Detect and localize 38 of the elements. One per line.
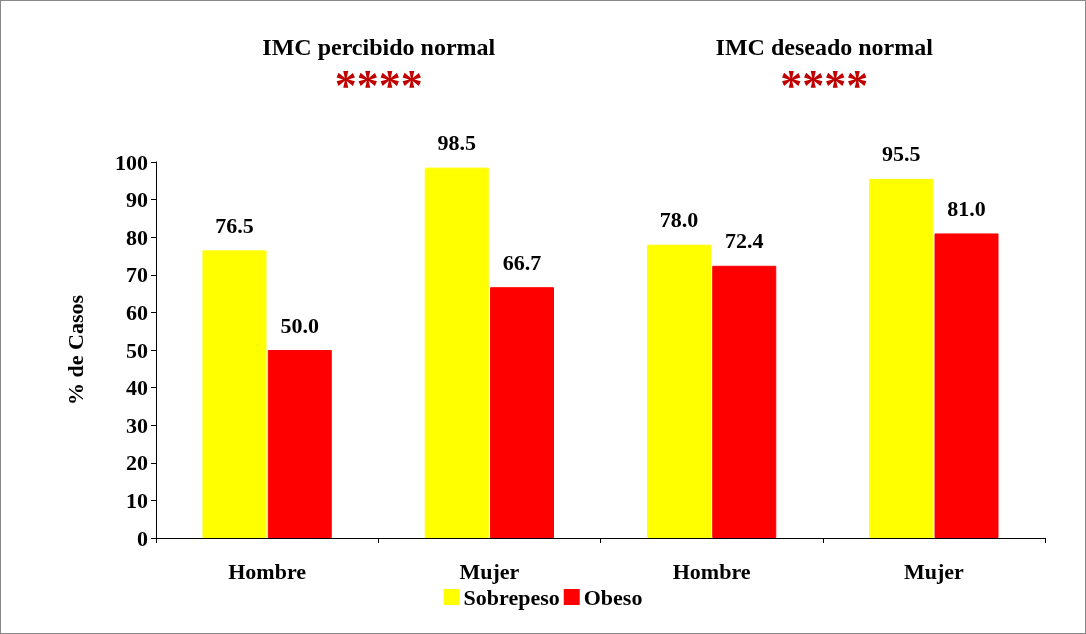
y-tick-label: 10 xyxy=(126,487,148,513)
y-tick-label: 100 xyxy=(115,149,148,175)
bar xyxy=(490,287,555,538)
y-axis-title: % de Casos xyxy=(62,294,88,406)
data-label: 95.5 xyxy=(881,141,921,167)
x-tick-label: Mujer xyxy=(459,558,520,584)
x-tick-label: Hombre xyxy=(228,558,307,584)
bar xyxy=(869,178,934,538)
bar xyxy=(267,350,332,538)
y-tick-label: 80 xyxy=(126,224,148,250)
legend-label: Obeso xyxy=(583,584,643,610)
bar xyxy=(934,233,999,538)
y-tick-label: 40 xyxy=(126,375,148,401)
data-label: 50.0 xyxy=(280,312,320,338)
text: **** xyxy=(334,60,423,110)
y-tick-label: 90 xyxy=(126,187,148,213)
data-label: 72.4 xyxy=(725,228,764,254)
text: IMC percibido normal xyxy=(262,34,496,60)
bar xyxy=(424,167,489,538)
data-label: 66.7 xyxy=(502,249,542,275)
y-tick-label: 30 xyxy=(126,412,148,438)
y-tick-label: 0 xyxy=(137,525,148,551)
y-tick-label: 60 xyxy=(126,299,148,325)
bar xyxy=(202,250,267,538)
y-tick-label: 50 xyxy=(126,337,148,363)
text: IMC deseado normal xyxy=(715,34,934,60)
x-tick-label: Hombre xyxy=(672,558,751,584)
y-tick-label: 20 xyxy=(126,450,148,476)
legend-label: Sobrepeso xyxy=(463,584,560,610)
bar xyxy=(646,244,711,538)
text: **** xyxy=(780,60,869,110)
y-tick-label: 70 xyxy=(126,262,148,288)
bar xyxy=(712,265,777,538)
data-label: 98.5 xyxy=(437,130,476,156)
data-label: 76.5 xyxy=(215,212,254,238)
data-label: 81.0 xyxy=(947,195,986,221)
data-label: 78.0 xyxy=(659,207,699,233)
x-tick-label: Mujer xyxy=(903,558,965,584)
